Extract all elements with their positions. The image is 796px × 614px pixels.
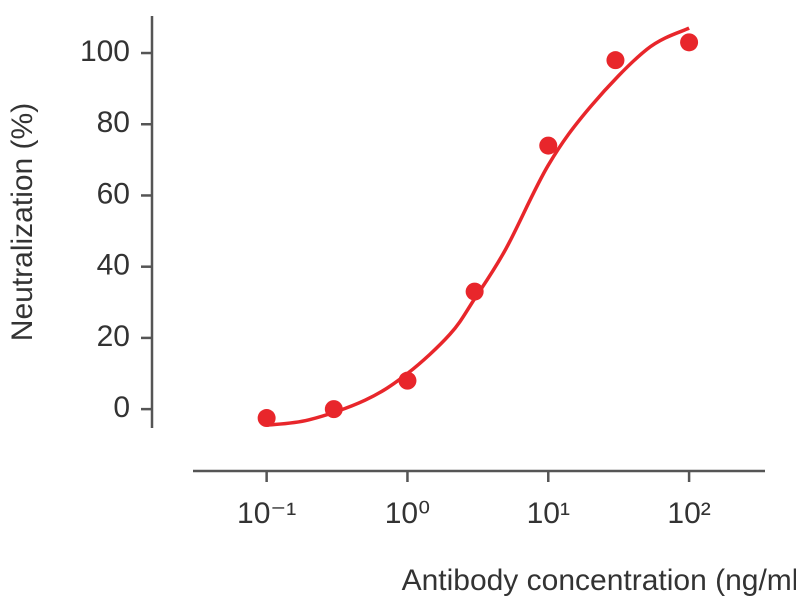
x-tick-label: 10² bbox=[667, 497, 710, 530]
data-point bbox=[606, 51, 625, 70]
y-tick-label: 0 bbox=[113, 391, 130, 424]
x-tick-label: 10⁻¹ bbox=[237, 497, 296, 530]
x-tick-label: 10⁰ bbox=[385, 497, 430, 530]
y-tick-label: 100 bbox=[80, 35, 130, 68]
data-point bbox=[539, 136, 558, 155]
y-tick-label: 20 bbox=[97, 320, 130, 353]
y-axis-title: Neutralization (%) bbox=[6, 103, 39, 341]
x-tick-label: 10¹ bbox=[527, 497, 570, 530]
data-point bbox=[465, 282, 484, 301]
x-axis-title: Antibody concentration (ng/ml) bbox=[402, 564, 796, 597]
y-tick-label: 80 bbox=[97, 106, 130, 139]
y-tick-label: 40 bbox=[97, 249, 130, 282]
y-tick-label: 60 bbox=[97, 177, 130, 210]
data-point bbox=[680, 33, 699, 52]
data-point bbox=[398, 371, 417, 390]
fit-curve bbox=[266, 26, 690, 427]
data-point bbox=[257, 409, 276, 428]
data-point bbox=[324, 400, 343, 419]
